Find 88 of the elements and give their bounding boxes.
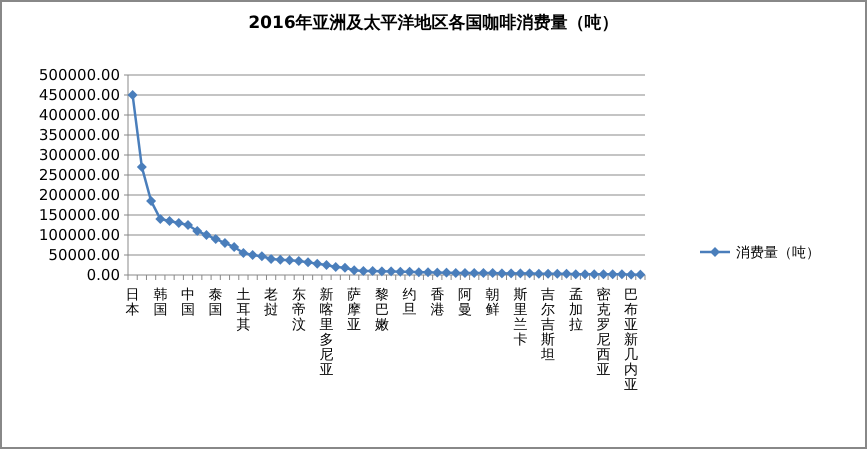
y-tick-label: 500000.00 <box>38 66 120 84</box>
point <box>442 268 452 278</box>
x-tick-label: 土耳其 <box>236 287 250 333</box>
point <box>136 162 147 172</box>
point <box>128 90 138 100</box>
x-tick-label: 萨摩亚 <box>347 287 362 333</box>
point <box>432 268 442 278</box>
x-tick-label: 巴布亚新几内亚 <box>624 287 638 393</box>
point <box>321 260 332 270</box>
y-tick-label: 450000.00 <box>38 86 120 104</box>
point <box>450 268 461 278</box>
point <box>303 257 314 268</box>
point <box>404 266 415 277</box>
point <box>146 196 156 206</box>
point <box>376 266 387 276</box>
x-tick-label: 韩国 <box>153 287 168 318</box>
point <box>543 268 554 279</box>
x-tick-label: 中国 <box>181 287 196 318</box>
point <box>488 268 498 278</box>
point <box>368 266 378 276</box>
point <box>312 258 322 269</box>
point <box>183 220 194 230</box>
point <box>534 268 544 279</box>
point <box>478 268 488 278</box>
chart-title: 2016年亚洲及太平洋地区各国咖啡消费量（吨） <box>248 13 619 33</box>
y-tick-label: 300000.00 <box>38 146 120 164</box>
point <box>229 242 240 252</box>
point <box>330 262 341 272</box>
point <box>164 216 175 226</box>
y-tick-label: 350000.00 <box>38 126 120 144</box>
point <box>386 266 396 276</box>
y-tick-label: 150000.00 <box>38 206 120 224</box>
point <box>460 268 470 278</box>
y-tick-label: 200000.00 <box>38 186 120 204</box>
point <box>155 214 166 224</box>
point <box>580 269 590 280</box>
point <box>294 256 304 266</box>
y-tick-label: 400000.00 <box>38 106 120 124</box>
x-tick-label: 泰国 <box>208 287 223 318</box>
point <box>616 269 627 280</box>
point <box>515 268 526 278</box>
x-tick-label: 日本 <box>126 287 140 318</box>
point <box>192 226 202 236</box>
x-tick-label: 老挝 <box>264 287 278 318</box>
point <box>469 268 480 278</box>
y-tick-label: 100000.00 <box>38 226 120 244</box>
x-tick-label: 朝鲜 <box>486 287 500 318</box>
point <box>524 268 535 278</box>
x-tick-label: 约旦 <box>402 287 417 318</box>
x-tick-label: 香港 <box>430 287 444 318</box>
point <box>626 270 636 280</box>
point <box>506 268 516 278</box>
x-tick-label: 阿曼 <box>458 287 472 318</box>
legend-label: 消费量（吨） <box>736 245 820 261</box>
point <box>395 266 406 277</box>
point <box>358 266 368 276</box>
point <box>496 268 507 278</box>
point <box>562 268 572 279</box>
y-tick-label: 0.00 <box>86 266 120 284</box>
x-tick-label: 新喀里多尼亚 <box>319 287 334 378</box>
point <box>635 270 646 280</box>
point <box>552 268 562 279</box>
point <box>238 248 248 258</box>
y-tick-label: 250000.00 <box>38 166 120 184</box>
x-tick-label: 孟加拉 <box>568 287 583 333</box>
x-tick-label: 吉尔吉斯坦 <box>540 287 556 363</box>
point <box>598 269 608 280</box>
point <box>256 251 267 262</box>
point <box>570 269 581 280</box>
x-tick-label: 斯里兰卡 <box>513 287 528 348</box>
point <box>589 269 600 280</box>
point <box>275 254 286 265</box>
point <box>608 269 618 280</box>
point <box>220 238 230 248</box>
point <box>340 262 350 273</box>
point <box>210 234 221 244</box>
point <box>201 230 212 240</box>
point <box>248 250 258 260</box>
point <box>284 255 295 266</box>
point <box>174 218 184 228</box>
point <box>266 254 276 264</box>
point <box>414 267 424 278</box>
x-tick-label: 黎巴嫩 <box>374 287 389 333</box>
x-tick-label: 东帝汶 <box>292 287 306 333</box>
point <box>423 267 434 278</box>
x-tick-label: 密克罗尼西亚 <box>596 287 610 378</box>
point <box>349 265 360 276</box>
y-tick-label: 50000.00 <box>48 246 120 264</box>
